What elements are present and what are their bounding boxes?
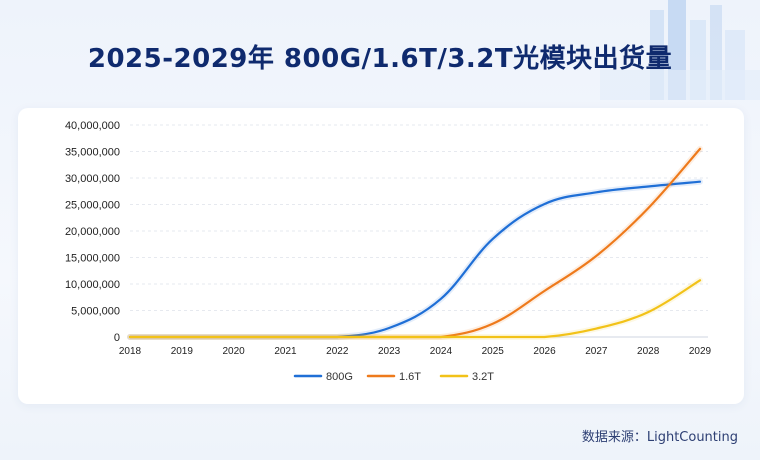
series-glow-3.2T <box>127 277 703 340</box>
x-tick-label: 2028 <box>637 346 660 357</box>
series-glow-1.6T <box>127 145 703 340</box>
y-tick-label: 20,000,000 <box>65 226 120 238</box>
x-tick-label: 2020 <box>223 346 246 357</box>
background-skyline-decoration <box>600 0 760 100</box>
x-tick-label: 2022 <box>326 346 349 357</box>
series-line-3.2T <box>128 279 702 339</box>
y-tick-label: 15,000,000 <box>65 253 120 265</box>
y-tick-label: 0 <box>114 332 120 344</box>
y-tick-label: 40,000,000 <box>65 120 120 132</box>
x-tick-label: 2025 <box>482 346 505 357</box>
x-tick-label: 2021 <box>274 346 297 357</box>
line-chart: 0 5,000,000 10,000,000 15,000,000 20,000,000… <box>65 120 712 383</box>
x-tick-label: 2029 <box>689 346 712 357</box>
chart-card: 0 5,000,000 10,000,000 15,000,000 20,000,000… <box>18 108 744 404</box>
legend-label: 3.2T <box>472 371 494 383</box>
x-tick-label: 2018 <box>119 346 142 357</box>
x-tick-label: 2027 <box>585 346 608 357</box>
x-tick-label: 2024 <box>430 346 453 357</box>
series-glow-800G <box>127 178 703 340</box>
y-tick-label: 25,000,000 <box>65 200 120 212</box>
chart-title: 2025-2029年 800G/1.6T/3.2T光模块出货量 <box>87 44 673 74</box>
legend-label: 1.6T <box>399 371 421 383</box>
x-tick-label: 2023 <box>378 346 401 357</box>
legend-label: 800G <box>326 371 353 383</box>
data-source-label: 数据来源：LightCounting <box>581 430 738 445</box>
y-tick-label: 30,000,000 <box>65 173 120 185</box>
y-tick-label: 5,000,000 <box>71 306 120 318</box>
y-tick-label: 10,000,000 <box>65 279 120 291</box>
x-tick-label: 2026 <box>533 346 556 357</box>
x-tick-label: 2019 <box>171 346 194 357</box>
y-tick-label: 35,000,000 <box>65 147 120 159</box>
